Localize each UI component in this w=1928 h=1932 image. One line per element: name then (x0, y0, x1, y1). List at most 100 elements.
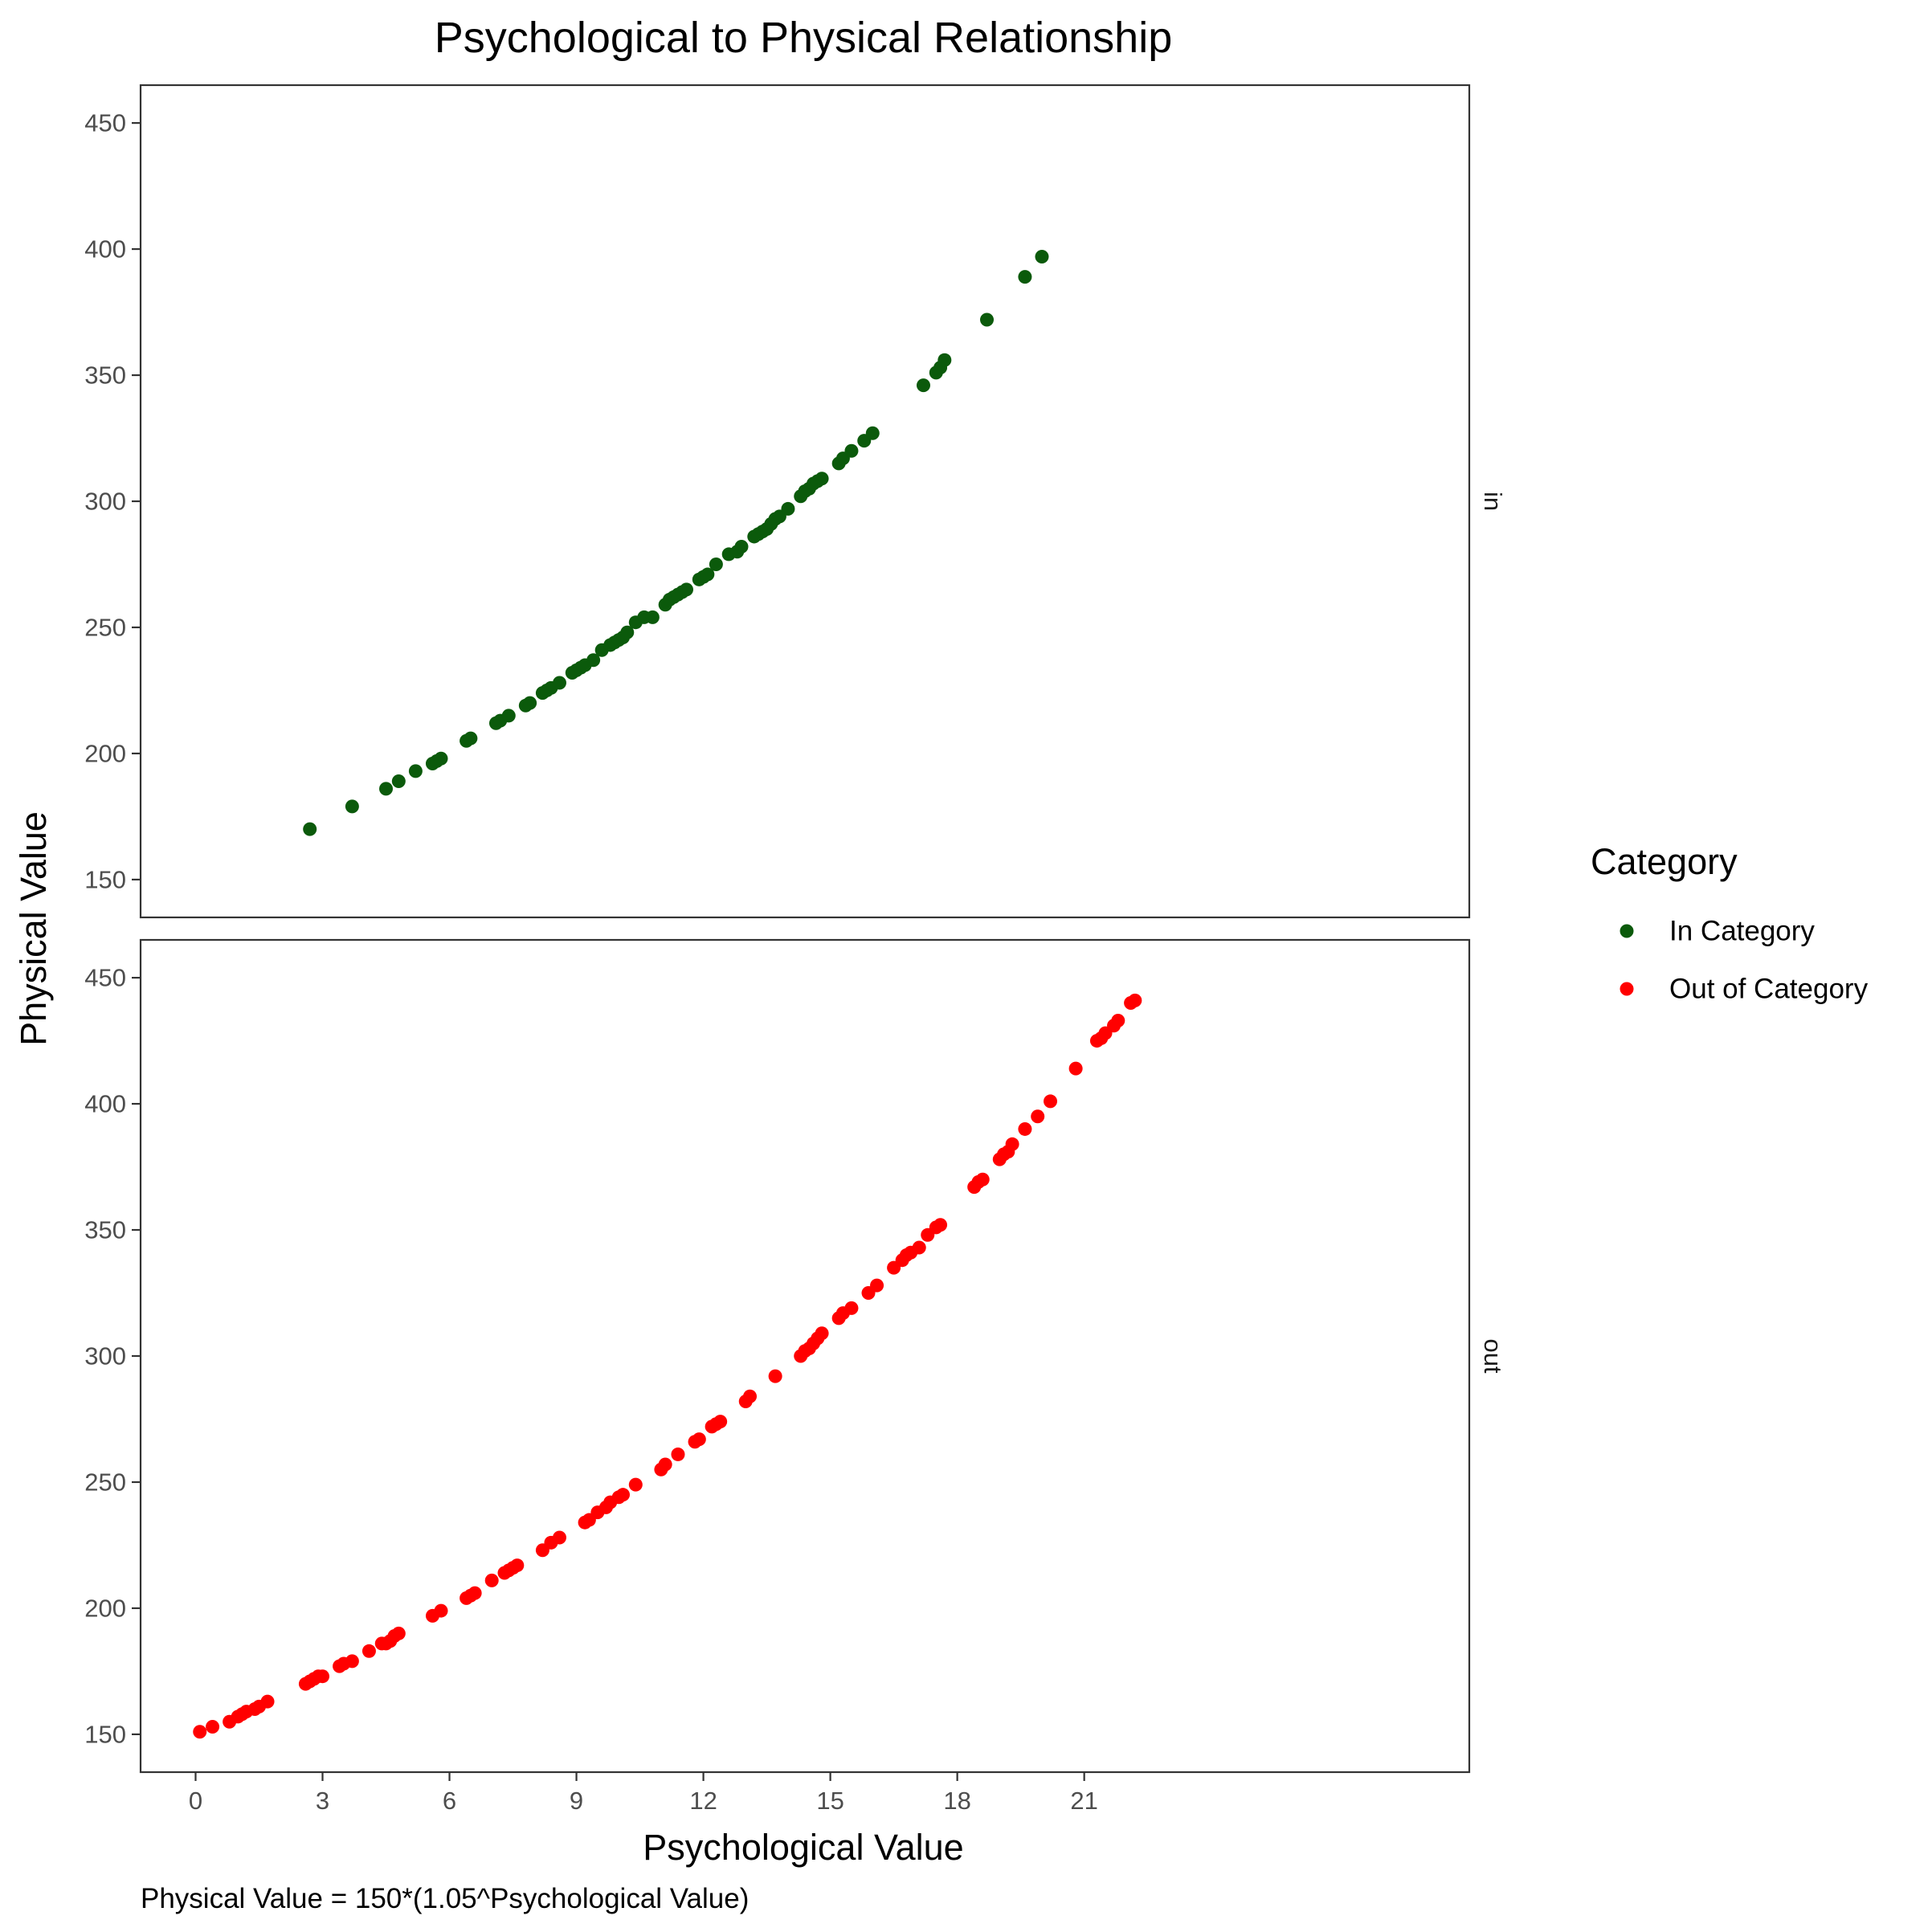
data-point-in (916, 378, 930, 393)
data-point-out (658, 1457, 672, 1472)
data-point-out (1128, 993, 1142, 1007)
data-point-out (870, 1278, 884, 1293)
legend-key-marker (1620, 924, 1634, 938)
x-tick-label: 9 (570, 1787, 583, 1815)
y-tick-label: 350 (84, 1216, 126, 1244)
data-point-out (260, 1694, 275, 1709)
y-axis-title: Physical Value (13, 811, 54, 1046)
data-point-out (484, 1573, 499, 1587)
facet-strip-label-in: in (1479, 492, 1507, 511)
y-tick-label: 350 (84, 361, 126, 390)
legend-entry-label: In Category (1669, 916, 1815, 947)
y-tick-label: 250 (84, 1468, 126, 1496)
data-point-out (912, 1240, 926, 1255)
data-point-out (1111, 1013, 1125, 1027)
data-point-in (1018, 270, 1032, 284)
data-point-out (468, 1586, 482, 1600)
data-point-in (408, 764, 423, 778)
y-tick-label: 250 (84, 613, 126, 641)
facet-strip-label-out: out (1479, 1338, 1507, 1373)
series-out-of-category-points (193, 993, 1142, 1739)
panel-in-y-axis: 150 200 250 300 350 400 450 (84, 109, 141, 893)
data-point-out (1031, 1109, 1045, 1124)
y-tick-label: 200 (84, 739, 126, 767)
series-in-category-points (303, 249, 1049, 836)
y-tick-label: 300 (84, 488, 126, 516)
x-tick-label: 18 (943, 1787, 970, 1815)
data-point-in (620, 625, 635, 639)
data-point-out (434, 1603, 448, 1618)
data-point-out (193, 1725, 207, 1739)
x-tick-label: 0 (189, 1787, 202, 1815)
y-tick-label: 150 (84, 1720, 126, 1748)
panel-in: in 150 200 250 300 350 400 450 (84, 84, 1507, 919)
y-tick-label: 400 (84, 235, 126, 263)
data-point-in (464, 731, 478, 745)
data-point-in (379, 782, 394, 796)
data-point-out (713, 1415, 728, 1429)
data-point-in (709, 557, 723, 571)
panel-out: out 150 200 250 300 350 400 450 (84, 938, 1507, 1774)
data-point-in (552, 676, 566, 690)
x-axis: 0 3 6 9 12 15 18 21 (189, 1772, 1098, 1815)
y-tick-label: 450 (84, 964, 126, 992)
data-point-in (815, 472, 829, 486)
y-tick-label: 450 (84, 109, 126, 137)
x-tick-label: 15 (816, 1787, 844, 1815)
data-point-in (345, 799, 359, 814)
data-point-out (615, 1488, 630, 1502)
x-tick-label: 6 (443, 1787, 456, 1815)
y-tick-label: 200 (84, 1594, 126, 1622)
data-point-out (768, 1369, 782, 1383)
data-point-in (844, 443, 859, 458)
data-point-in (734, 540, 749, 554)
data-point-in (391, 774, 406, 788)
data-point-out (391, 1626, 406, 1640)
y-tick-label: 400 (84, 1090, 126, 1118)
data-point-in (523, 696, 537, 710)
data-point-in (680, 582, 694, 597)
chart-title: Psychological to Physical Relationship (435, 14, 1172, 62)
data-point-out (1005, 1137, 1019, 1151)
legend-title: Category (1591, 841, 1738, 882)
data-point-in (1035, 249, 1049, 263)
data-point-out (316, 1669, 330, 1684)
data-point-out (345, 1654, 359, 1669)
data-point-in (645, 610, 660, 624)
data-point-out (510, 1558, 525, 1573)
x-tick-label: 21 (1070, 1787, 1097, 1815)
data-point-out (1068, 1061, 1083, 1076)
data-point-out (362, 1644, 376, 1658)
y-tick-label: 300 (84, 1342, 126, 1370)
data-point-out (692, 1432, 706, 1447)
data-point-in (781, 501, 795, 516)
data-point-out (975, 1172, 990, 1187)
data-point-out (844, 1301, 859, 1315)
x-tick-label: 12 (689, 1787, 717, 1815)
data-point-out (552, 1530, 566, 1545)
data-point-in (586, 653, 601, 668)
data-point-out (671, 1447, 685, 1461)
data-point-in (937, 353, 952, 367)
data-point-out (206, 1719, 220, 1734)
data-point-out (815, 1326, 829, 1341)
y-tick-label: 150 (84, 865, 126, 893)
data-point-in (303, 822, 317, 836)
legend-entry-label: Out of Category (1669, 974, 1869, 1005)
panel-out-y-axis: 150 200 250 300 350 400 450 (84, 964, 141, 1748)
data-point-out (743, 1389, 758, 1403)
data-point-in (865, 426, 880, 440)
data-point-in (434, 751, 448, 766)
data-point-out (1018, 1121, 1032, 1136)
data-point-in (701, 567, 715, 582)
legend: Category In Category Out of Category (1591, 841, 1869, 1005)
data-point-out (1044, 1094, 1058, 1109)
data-point-in (501, 709, 516, 723)
legend-entries: In Category Out of Category (1620, 916, 1869, 1005)
data-point-in (980, 312, 995, 327)
x-tick-label: 3 (316, 1787, 329, 1815)
data-point-out (628, 1477, 643, 1492)
x-axis-title: Psychological Value (643, 1827, 963, 1868)
